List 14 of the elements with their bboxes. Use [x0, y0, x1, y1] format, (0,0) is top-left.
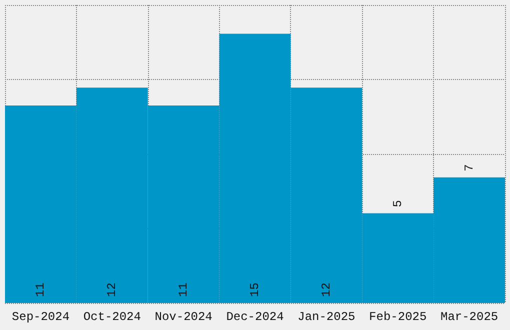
- x-tick-label: Sep-2024: [12, 310, 70, 324]
- data-label: 12: [105, 282, 120, 297]
- x-tick-label: Oct-2024: [83, 310, 141, 324]
- data-label: 5: [390, 200, 405, 208]
- data-label: 11: [176, 282, 191, 297]
- x-tick-label: Feb-2025: [369, 310, 427, 324]
- data-label: 15: [248, 282, 262, 297]
- x-tick-label: Jan-2025: [298, 310, 356, 324]
- data-label: 11: [34, 282, 48, 297]
- x-tick-label: Nov-2024: [154, 310, 212, 324]
- data-label: 7: [462, 164, 476, 172]
- x-tick-label: Mar-2025: [440, 310, 498, 324]
- data-label: 12: [319, 282, 334, 297]
- x-tick-label: Dec-2024: [226, 310, 284, 324]
